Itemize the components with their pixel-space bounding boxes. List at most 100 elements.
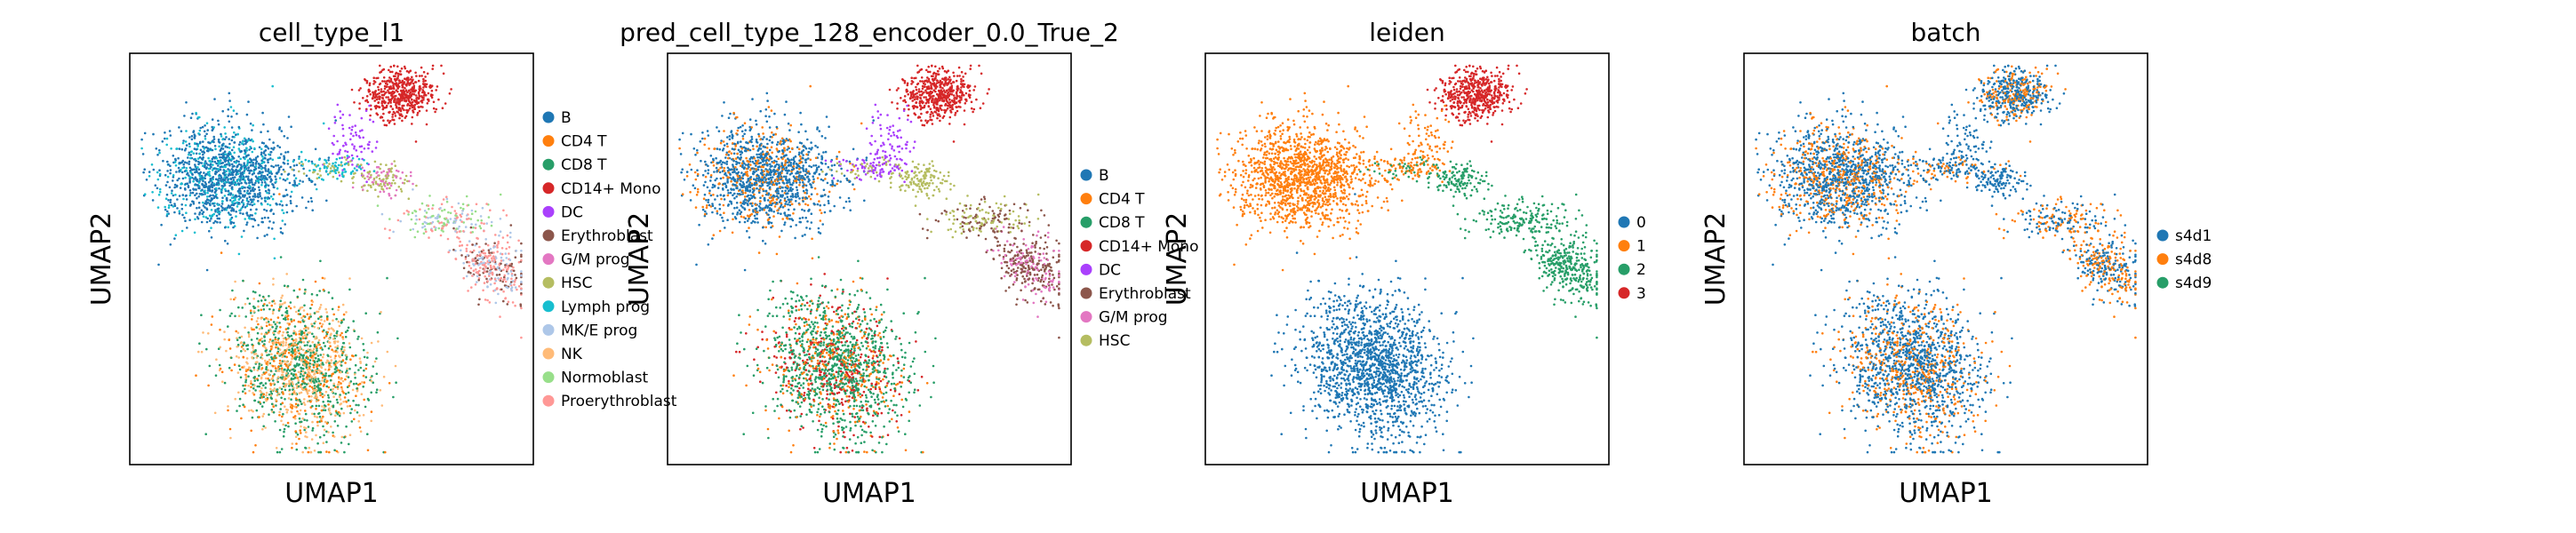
scatter-point (709, 179, 712, 182)
scatter-point (342, 338, 345, 340)
scatter-point (331, 170, 333, 172)
scatter-point (194, 212, 196, 215)
scatter-point (819, 209, 821, 211)
scatter-point (280, 227, 283, 230)
scatter-point (274, 338, 276, 341)
scatter-point (292, 184, 294, 187)
scatter-point (300, 402, 303, 405)
scatter-point (418, 88, 420, 91)
scatter-point (325, 391, 328, 394)
scatter-point (387, 177, 389, 179)
scatter-point (307, 401, 309, 403)
scatter-point (443, 198, 445, 201)
scatter-point (334, 357, 337, 360)
scatter-point (255, 362, 258, 364)
scatter-point (286, 411, 289, 414)
scatter-point (225, 159, 228, 162)
scatter-point (253, 203, 256, 206)
scatter-point (195, 374, 197, 377)
scatter-point (395, 381, 397, 384)
scatter-point (256, 320, 259, 322)
scatter-point (510, 270, 513, 273)
scatter-point (807, 157, 810, 160)
scatter-point (253, 379, 256, 382)
scatter-point (196, 179, 199, 181)
scatter-point (252, 164, 254, 167)
scatter-point (520, 305, 523, 307)
scatter-point (402, 80, 404, 83)
scatter-point (179, 210, 181, 212)
scatter-point (713, 164, 716, 167)
scatter-point (484, 238, 487, 241)
scatter-point (270, 356, 273, 359)
scatter-point (144, 193, 147, 195)
scatter-point (220, 192, 223, 195)
scatter-point (392, 107, 395, 110)
scatter-point (282, 334, 284, 337)
scatter-point (678, 139, 681, 141)
scatter-point (290, 301, 292, 304)
scatter-point (484, 268, 486, 271)
scatter-point (239, 175, 242, 178)
scatter-point (233, 222, 236, 225)
scatter-point (228, 138, 230, 140)
scatter-point (415, 185, 418, 187)
scatter-point (401, 105, 404, 107)
scatter-point (466, 244, 468, 247)
scatter-point (224, 188, 227, 191)
scatter-point (228, 157, 230, 160)
scatter-point (300, 421, 303, 424)
scatter-point (762, 240, 764, 243)
scatter-point (462, 203, 465, 206)
scatter-point (481, 262, 484, 265)
scatter-point (282, 219, 284, 222)
scatter-point (252, 314, 254, 317)
scatter-point (290, 203, 292, 205)
scatter-point (298, 183, 300, 186)
scatter-point (264, 339, 267, 342)
scatter-point (168, 204, 171, 207)
scatter-point (246, 348, 249, 351)
scatter-point (367, 101, 370, 104)
scatter-point (294, 418, 297, 420)
scatter-point (194, 163, 196, 166)
scatter-point (278, 414, 281, 417)
scatter-point (274, 387, 276, 390)
scatter-point (411, 99, 413, 101)
scatter-point (219, 160, 221, 163)
scatter-point (167, 176, 170, 179)
scatter-point (238, 253, 241, 256)
scatter-point (476, 281, 478, 283)
scatter-point (324, 394, 326, 397)
scatter-point (754, 221, 756, 224)
scatter-point (412, 183, 414, 186)
scatter-point (724, 144, 726, 147)
scatter-point (232, 177, 235, 179)
scatter-point (284, 156, 286, 159)
scatter-point (256, 356, 259, 359)
scatter-point (321, 379, 324, 382)
scatter-point (159, 188, 162, 191)
scatter-point (322, 377, 324, 379)
scatter-point (490, 278, 492, 281)
scatter-point (311, 413, 314, 416)
scatter-point (392, 174, 395, 177)
scatter-point (450, 218, 452, 220)
scatter-point (350, 408, 353, 410)
scatter-point (191, 173, 194, 176)
scatter-point (214, 145, 217, 147)
scatter-point (317, 389, 320, 392)
scatter-point (306, 367, 308, 370)
scatter-point (329, 345, 332, 347)
scatter-point (402, 84, 404, 86)
scatter-point (279, 451, 282, 454)
scatter-point (479, 253, 482, 256)
scatter-point (281, 356, 284, 359)
scatter-point (299, 179, 301, 182)
scatter-point (232, 194, 235, 196)
scatter-point (234, 199, 236, 202)
scatter-point (412, 91, 414, 93)
scatter-point (198, 213, 201, 216)
scatter-point (450, 212, 452, 215)
scatter-point (355, 404, 357, 407)
